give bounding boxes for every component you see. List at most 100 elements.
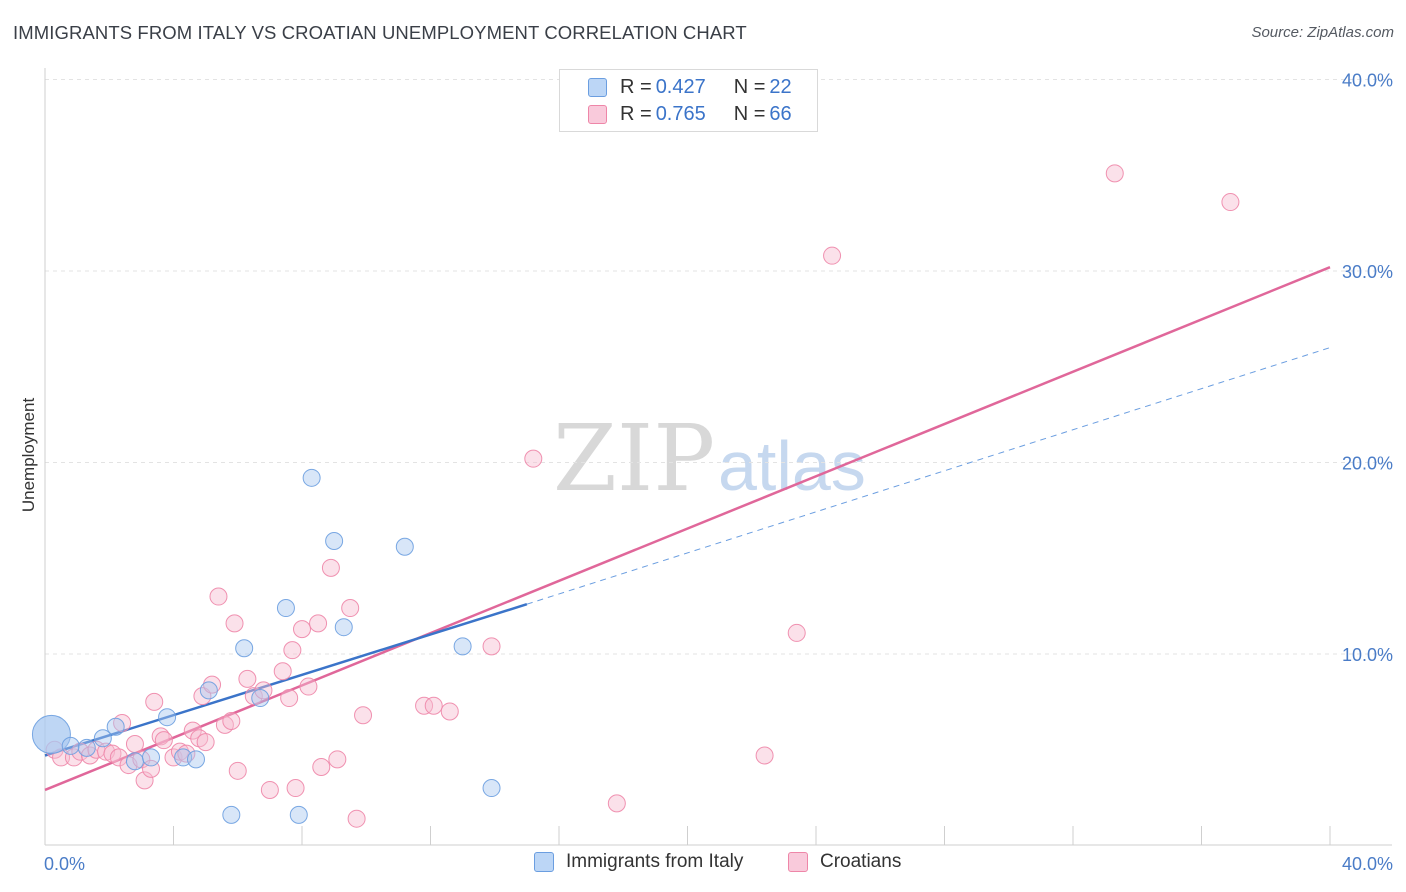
data-point	[354, 706, 373, 725]
data-point	[235, 639, 254, 658]
series-legend-italy[interactable]: Immigrants from Italy	[534, 851, 743, 873]
data-point	[106, 717, 125, 736]
data-point	[228, 761, 247, 780]
x-tick-label: 0.0%	[44, 854, 85, 874]
data-point	[321, 558, 340, 577]
watermark-zip: ZIP	[553, 405, 715, 512]
data-point	[415, 696, 434, 715]
data-point	[260, 780, 279, 799]
data-point	[135, 771, 154, 790]
chart-title: IMMIGRANTS FROM ITALY VS CROATIAN UNEMPL…	[13, 22, 747, 43]
data-point	[524, 449, 543, 468]
legend-n-label: N =	[733, 102, 766, 125]
data-point	[125, 752, 144, 771]
series-swatch-italy	[534, 852, 554, 872]
data-point	[334, 618, 353, 637]
data-point	[286, 779, 305, 798]
data-point	[440, 702, 459, 721]
data-point	[312, 757, 331, 776]
legend-swatch-croatians	[588, 104, 607, 124]
data-point	[302, 468, 321, 487]
series-legend-croatians[interactable]: Croatians	[788, 851, 901, 873]
data-point	[170, 742, 189, 761]
data-point	[61, 736, 80, 755]
data-point	[755, 746, 774, 765]
data-points	[31, 164, 1240, 828]
trend-line-italy-extension	[526, 347, 1331, 605]
data-point	[424, 696, 443, 715]
legend-n-value: 22	[769, 75, 792, 98]
data-point	[158, 708, 177, 727]
y-tick-label: 10.0%	[1342, 645, 1393, 665]
data-point	[273, 662, 292, 681]
legend-r-label: R =	[620, 75, 652, 98]
data-point	[209, 587, 228, 606]
data-point	[325, 532, 344, 551]
data-point	[196, 733, 215, 752]
legend-swatch-italy	[588, 77, 607, 97]
data-point	[347, 809, 366, 828]
data-point	[238, 669, 257, 688]
correlation-legend: R = 0.427 N = 22 R = 0.765 N = 66	[559, 69, 818, 132]
series-legend: Immigrants from Italy Croatians	[0, 851, 1406, 877]
data-point	[199, 681, 218, 700]
data-point	[251, 689, 270, 708]
data-point	[225, 614, 244, 633]
data-point	[787, 623, 806, 642]
gridlines	[45, 79, 1392, 655]
legend-row-italy: R = 0.427 N = 22	[588, 75, 792, 99]
data-point	[1221, 193, 1240, 212]
data-point	[93, 729, 112, 748]
data-point	[154, 731, 173, 750]
data-point	[607, 794, 626, 813]
y-tick-label: 20.0%	[1342, 454, 1393, 474]
data-point	[222, 712, 241, 731]
data-point	[1105, 164, 1124, 183]
x-tick-label: 40.0%	[1342, 854, 1393, 874]
legend-n-value: 66	[769, 102, 792, 125]
source-credit: Source: ZipAtlas.com	[1251, 24, 1394, 41]
data-point	[289, 805, 308, 824]
data-point	[183, 721, 202, 740]
data-point	[31, 714, 71, 754]
series-swatch-croatians	[788, 852, 808, 872]
data-point	[453, 637, 472, 656]
y-axis-label: Unemployment	[19, 398, 38, 513]
data-point	[299, 677, 318, 696]
data-point	[823, 246, 842, 265]
y-tick-label: 40.0%	[1342, 71, 1393, 91]
tick-labels: 10.0% 20.0% 30.0% 40.0% 0.0% 40.0%	[44, 71, 1393, 875]
data-point	[125, 735, 144, 754]
axes	[44, 68, 1392, 846]
trend-lines	[44, 266, 1331, 792]
data-point	[77, 738, 96, 757]
data-point	[280, 689, 299, 708]
trend-line-croatians	[44, 266, 1331, 792]
data-point	[186, 750, 205, 769]
data-point	[283, 641, 302, 660]
legend-row-croatians: R = 0.765 N = 66	[588, 102, 792, 126]
legend-r-value: 0.427	[655, 75, 706, 98]
data-point	[142, 748, 161, 767]
data-point	[328, 750, 347, 769]
trend-line-italy	[44, 603, 528, 757]
data-point	[309, 614, 328, 633]
data-point	[145, 692, 164, 711]
legend-n-label: N =	[733, 75, 766, 98]
data-point	[276, 599, 295, 618]
y-tick-label: 30.0%	[1342, 262, 1393, 282]
series-label-italy: Immigrants from Italy	[566, 851, 744, 872]
data-point	[482, 637, 501, 656]
legend-r-label: R =	[620, 102, 652, 125]
watermark: ZIP atlas	[553, 405, 866, 512]
data-point	[244, 687, 263, 706]
data-point	[395, 537, 414, 556]
series-label-croatians: Croatians	[820, 851, 902, 872]
data-point	[222, 805, 241, 824]
data-point	[203, 675, 222, 694]
data-point	[482, 779, 501, 798]
data-point	[293, 620, 311, 639]
legend-r-value: 0.765	[655, 102, 706, 125]
data-point	[341, 599, 360, 618]
